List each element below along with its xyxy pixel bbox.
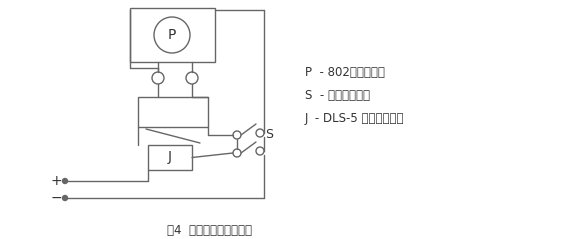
Bar xyxy=(148,145,192,170)
Text: +: + xyxy=(50,174,62,188)
Circle shape xyxy=(186,72,198,84)
Circle shape xyxy=(62,179,67,184)
Bar xyxy=(138,97,208,127)
Text: J  - DLS-5 双位置继电器: J - DLS-5 双位置继电器 xyxy=(305,112,404,125)
Circle shape xyxy=(152,72,164,84)
Circle shape xyxy=(256,129,264,137)
Text: −: − xyxy=(50,191,62,205)
Text: 图4  动作时间检验线路图: 图4 动作时间检验线路图 xyxy=(168,223,252,237)
Bar xyxy=(130,8,215,62)
Circle shape xyxy=(233,131,241,139)
Circle shape xyxy=(62,196,67,201)
Text: S  - 双刀双掷开关: S - 双刀双掷开关 xyxy=(305,88,370,102)
Circle shape xyxy=(154,17,190,53)
Text: P  - 802数字毫秒表: P - 802数字毫秒表 xyxy=(305,65,385,78)
Text: S: S xyxy=(265,129,273,141)
Circle shape xyxy=(233,149,241,157)
Text: P: P xyxy=(168,28,176,42)
Circle shape xyxy=(256,147,264,155)
Text: J: J xyxy=(168,151,172,164)
